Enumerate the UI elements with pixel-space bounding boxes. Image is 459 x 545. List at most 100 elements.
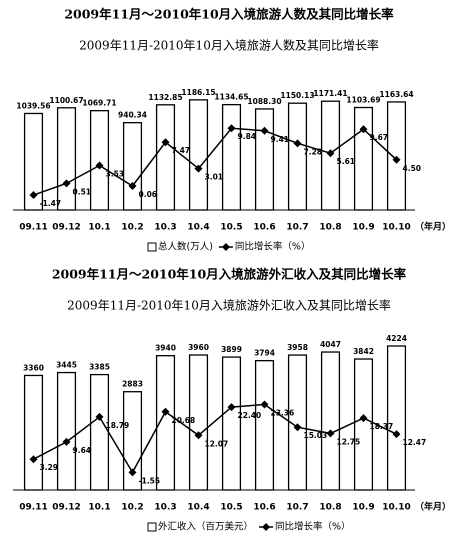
x-tick-label: 09.12 — [52, 223, 80, 233]
bar — [353, 358, 374, 491]
bar — [287, 354, 308, 491]
line-value-label: 23.36 — [271, 408, 295, 417]
bar — [155, 104, 176, 211]
line — [33, 403, 397, 474]
line-marker — [29, 455, 38, 464]
legend-swatch — [147, 522, 157, 532]
line-marker — [161, 407, 170, 416]
chart-title: 2009年11月-2010年10月入境旅游外汇收入及其同比增长率 — [67, 298, 391, 313]
x-tick-label: 10.10 — [382, 503, 410, 513]
legend-label: 同比增长率（%） — [235, 241, 311, 253]
line-marker — [194, 431, 203, 440]
bar — [155, 355, 176, 491]
bar-value-label: 4047 — [320, 340, 341, 349]
x-tick-label: 10.7 — [286, 503, 308, 513]
x-tick-label: 10.4 — [187, 223, 209, 233]
bar — [221, 103, 242, 211]
line-marker — [359, 125, 368, 134]
line-value-label: -1.47 — [40, 199, 62, 208]
line-value-label: 3.01 — [205, 173, 224, 182]
bar-value-label: 1069.71 — [82, 99, 116, 108]
x-tick-label: 10.6 — [253, 503, 275, 513]
bar-value-label: 1132.85 — [148, 93, 182, 102]
bar — [353, 106, 374, 211]
line-marker — [260, 400, 269, 409]
x-tick-label: 10.2 — [121, 223, 143, 233]
x-tick-label: 10.1 — [88, 223, 110, 233]
line-value-label: 0.06 — [139, 190, 158, 199]
bar-value-label: 1100.67 — [49, 96, 83, 105]
line-marker — [326, 149, 335, 158]
line-value-label: 4.50 — [403, 164, 422, 173]
line-value-label: 3.29 — [40, 463, 59, 472]
line-value-label: 22.40 — [238, 411, 262, 420]
line-marker — [326, 429, 335, 438]
bar-value-label: 1088.30 — [247, 97, 281, 106]
line-value-label: 12.47 — [403, 438, 427, 447]
legend-label: 同比增长率（%） — [275, 521, 351, 533]
line-marker — [359, 414, 368, 423]
x-tick-label: 10.3 — [154, 223, 176, 233]
bar — [254, 108, 275, 211]
x-unit-label: （年月） — [415, 221, 451, 233]
line-value-label: 3.53 — [106, 170, 125, 179]
line-marker — [62, 437, 71, 446]
bar — [89, 373, 110, 491]
line-value-label: 7.28 — [304, 147, 323, 156]
x-tick-label: 10.8 — [319, 503, 341, 513]
line-marker — [227, 403, 236, 412]
line-marker — [161, 138, 170, 147]
x-unit-label: （年月） — [415, 501, 451, 513]
legend-label: 总人数(万人) — [158, 241, 213, 253]
line-value-label: -1.55 — [139, 476, 161, 485]
line-value-label: 7.47 — [172, 146, 191, 155]
line-value-label: 9.67 — [370, 133, 389, 142]
bar-value-label: 3385 — [89, 363, 110, 372]
bar-value-label: 3958 — [287, 343, 308, 352]
line-marker — [260, 126, 269, 135]
bar — [23, 112, 44, 211]
line-marker — [392, 430, 401, 439]
line-marker — [194, 164, 203, 173]
x-tick-label: 10.4 — [187, 503, 209, 513]
x-tick-label: 10.9 — [352, 503, 374, 513]
x-tick-label: 10.8 — [319, 223, 341, 233]
x-tick-label: 10.5 — [220, 223, 242, 233]
line-marker — [293, 139, 302, 148]
line-marker — [128, 468, 137, 477]
line-value-label: 9.41 — [271, 135, 290, 144]
bar-value-label: 1134.65 — [214, 93, 248, 102]
line-value-label: 12.07 — [205, 439, 229, 448]
bar-value-label: 1163.64 — [379, 90, 413, 99]
x-tick-label: 10.10 — [382, 223, 410, 233]
x-tick-label: 10.1 — [88, 503, 110, 513]
chart-heading: 2009年11月～2010年10月入境旅游人数及其同比增长率 — [64, 7, 394, 22]
x-tick-label: 10.6 — [253, 223, 275, 233]
x-tick-label: 09.12 — [52, 503, 80, 513]
line-marker — [392, 155, 401, 164]
line-marker — [227, 124, 236, 133]
line-marker — [293, 423, 302, 432]
bar — [320, 351, 341, 491]
x-tick-label: 10.5 — [220, 503, 242, 513]
bar-value-label: 2883 — [122, 380, 143, 389]
line-value-label: 20.68 — [172, 416, 196, 425]
bar-value-label: 3899 — [221, 345, 242, 354]
x-tick-label: 10.7 — [286, 223, 308, 233]
bar — [254, 360, 275, 491]
bar — [221, 356, 242, 491]
chart: 2009年11月～2010年10月入境旅游人数及其同比增长率 2009年11月-2… — [13, 7, 451, 253]
line-marker — [29, 191, 38, 200]
bar — [56, 371, 77, 491]
bar-value-label: 3794 — [254, 349, 275, 358]
bar — [287, 102, 308, 211]
legend-swatch — [262, 523, 271, 531]
x-tick-label: 10.2 — [121, 503, 143, 513]
legend-label: 外汇收入（百万美元） — [158, 521, 253, 533]
bar-value-label: 3360 — [23, 363, 44, 372]
bar-value-label: 3842 — [353, 347, 374, 356]
line-marker — [128, 182, 137, 191]
bar-value-label: 3940 — [155, 344, 176, 353]
bar-value-label: 1039.56 — [16, 101, 50, 110]
